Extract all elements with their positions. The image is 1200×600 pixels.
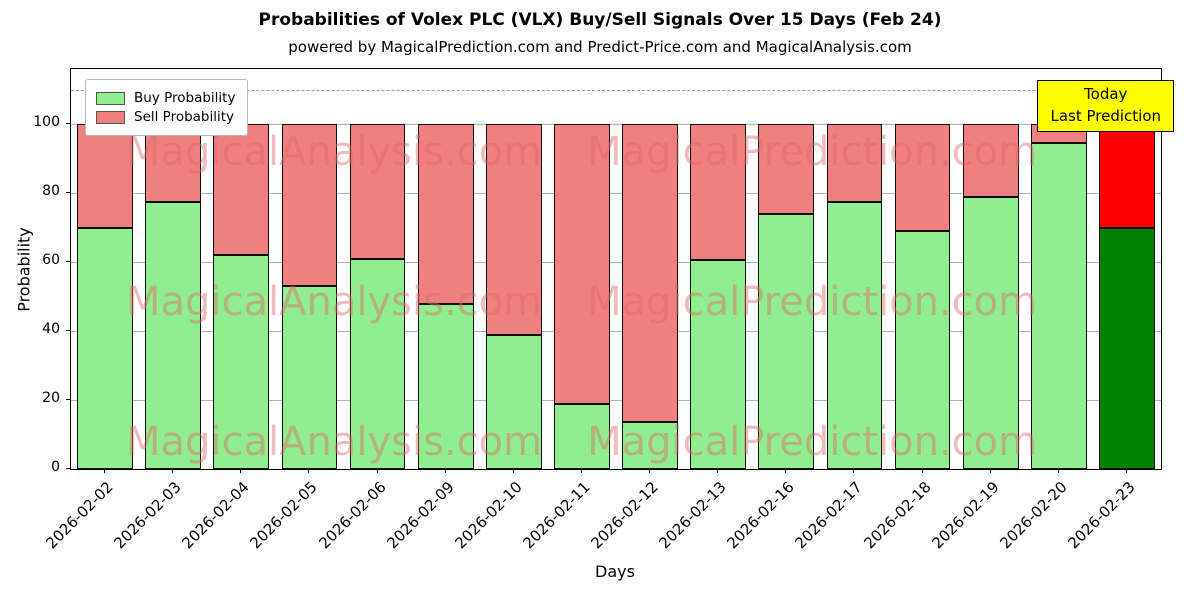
x-tick-mark <box>989 469 991 473</box>
buy-segment <box>758 213 815 469</box>
sell-swatch-icon <box>96 110 125 124</box>
sell-segment <box>826 124 883 202</box>
x-tick-mark <box>376 469 378 473</box>
dashed-threshold-line <box>71 89 1161 91</box>
legend-label-sell: Sell Probability <box>134 109 235 125</box>
gridline <box>71 124 1161 126</box>
y-tick-mark <box>66 399 70 400</box>
x-tick-mark <box>444 469 446 473</box>
x-tick-mark <box>785 469 787 473</box>
bar-2026-02-06 <box>349 124 406 469</box>
today-annotation: Today Last Prediction <box>1037 80 1174 132</box>
sell-segment <box>962 124 1019 197</box>
chart-title: Probabilities of Volex PLC (VLX) Buy/Sel… <box>258 10 942 30</box>
buy-swatch-icon <box>96 91 125 105</box>
sell-segment <box>690 124 747 261</box>
y-tick-label: 0 <box>51 459 60 475</box>
y-tick-mark <box>66 123 70 125</box>
legend: Buy Probability Sell Probability <box>85 79 249 136</box>
bar-2026-02-13 <box>690 124 747 469</box>
gridline <box>71 400 1161 401</box>
y-tick-label: 60 <box>42 252 60 269</box>
y-tick-label: 40 <box>42 321 60 338</box>
sell-segment <box>1099 124 1155 228</box>
bar-2026-02-05 <box>281 124 338 469</box>
sell-segment <box>349 124 406 259</box>
x-tick-mark <box>853 469 855 473</box>
buy-segment <box>77 227 133 469</box>
sell-segment <box>758 124 815 214</box>
sell-segment <box>485 124 542 335</box>
sell-segment <box>554 124 610 404</box>
buy-segment <box>213 255 270 469</box>
buy-segment <box>1099 227 1155 469</box>
legend-item-sell: Sell Probability <box>96 109 235 125</box>
buy-segment <box>349 258 406 469</box>
gridline <box>71 193 1161 195</box>
buy-segment <box>145 201 202 469</box>
buy-segment <box>826 201 883 469</box>
bar-2026-02-02 <box>77 124 133 469</box>
bar-2026-02-23 <box>1099 124 1155 469</box>
bar-2026-02-03 <box>145 124 202 469</box>
x-tick-mark <box>580 469 582 473</box>
y-tick-label: 100 <box>33 114 60 131</box>
x-tick-mark <box>921 469 923 473</box>
bar-2026-02-11 <box>554 124 610 469</box>
y-tick-mark <box>66 192 70 194</box>
x-tick-mark <box>1057 469 1059 473</box>
buy-segment <box>417 303 474 469</box>
buy-segment <box>690 260 747 469</box>
x-tick-mark <box>1125 469 1127 473</box>
y-tick-label: 80 <box>42 183 60 200</box>
sell-segment <box>213 124 270 256</box>
gridline <box>71 262 1161 264</box>
buy-segment <box>894 231 951 469</box>
legend-label-buy: Buy Probability <box>134 90 236 106</box>
bar-2026-02-04 <box>213 124 270 469</box>
x-tick-mark <box>717 469 719 473</box>
plot-area: Buy Probability Sell Probability Magical… <box>70 68 1162 470</box>
sell-segment <box>417 124 474 304</box>
sell-segment <box>281 124 338 287</box>
x-tick-mark <box>240 469 242 473</box>
x-tick-mark <box>172 469 174 473</box>
y-tick-label: 20 <box>42 390 60 406</box>
y-tick-mark <box>66 468 70 469</box>
sell-segment <box>622 124 678 423</box>
bar-2026-02-12 <box>622 124 678 469</box>
bar-2026-02-09 <box>417 124 474 469</box>
bar-2026-02-10 <box>485 124 542 469</box>
sell-segment <box>77 124 133 228</box>
today-annotation-line1: Today <box>1084 85 1128 103</box>
bar-2026-02-20 <box>1030 124 1087 469</box>
buy-segment <box>1030 143 1087 469</box>
bar-2026-02-17 <box>826 124 883 469</box>
buy-segment <box>485 334 542 469</box>
buy-segment <box>962 196 1019 469</box>
chart-subtitle: powered by MagicalPrediction.com and Pre… <box>288 38 912 56</box>
x-tick-mark <box>104 469 106 473</box>
y-tick-mark <box>66 330 70 332</box>
bar-2026-02-18 <box>894 124 951 469</box>
bar-2026-02-16 <box>758 124 815 469</box>
y-axis-title: Probability <box>14 227 34 312</box>
buy-segment <box>281 286 338 469</box>
x-tick-mark <box>649 469 651 473</box>
x-tick-mark <box>512 469 514 473</box>
x-axis-title: Days <box>595 562 635 581</box>
legend-item-buy: Buy Probability <box>96 90 235 106</box>
buy-segment <box>622 422 678 469</box>
bar-2026-02-19 <box>962 124 1019 469</box>
gridline <box>71 331 1161 333</box>
buy-segment <box>554 403 610 469</box>
y-tick-mark <box>66 261 70 263</box>
today-annotation-line2: Last Prediction <box>1050 106 1161 125</box>
sell-segment <box>894 124 951 232</box>
x-tick-mark <box>308 469 310 473</box>
